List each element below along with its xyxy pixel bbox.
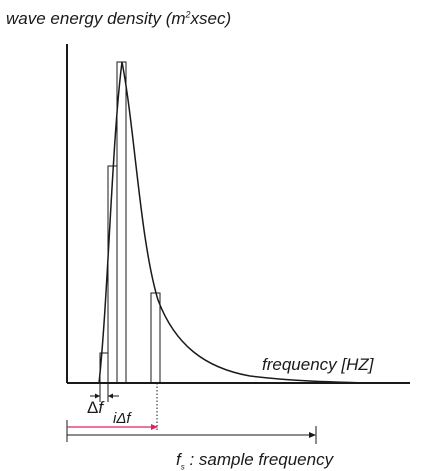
i-delta-f-arrowhead bbox=[151, 424, 158, 430]
spectrum-bin-4 bbox=[150, 292, 161, 384]
sample-frequency-label: fs : sample frequency bbox=[176, 450, 334, 471]
spectrum-bin-2 bbox=[107, 165, 118, 384]
i-delta-f-label: iΔf bbox=[113, 410, 131, 427]
delta-f-arrowhead-left bbox=[95, 393, 100, 399]
spectrum-curve bbox=[98, 61, 371, 384]
y-axis-label: wave energy density (m2xsec) bbox=[6, 9, 232, 28]
fs-arrowhead bbox=[309, 432, 316, 438]
spectrum-bin-3 bbox=[116, 61, 127, 384]
delta-f-label: Δf bbox=[87, 398, 104, 417]
delta-f-arrowhead-right bbox=[108, 393, 113, 399]
x-axis-label: frequency [HZ] bbox=[262, 355, 374, 374]
